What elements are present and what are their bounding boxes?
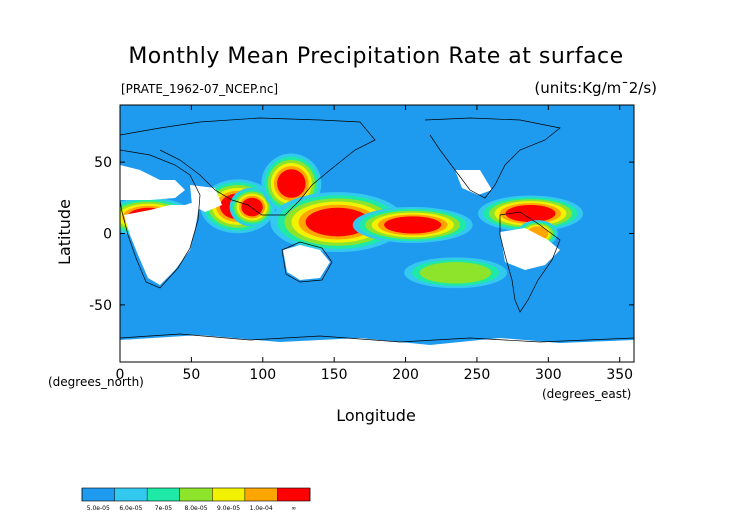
colorbar: [81, 487, 311, 502]
y-axis-ticks: 50 0 -50: [89, 155, 634, 314]
y-unit-label: (degrees_north): [48, 375, 144, 389]
colorbar-label: ∞: [291, 505, 297, 512]
x-tick-label: 150: [321, 367, 348, 383]
x-tick-label: 300: [535, 367, 562, 383]
australia-mask: [283, 245, 330, 280]
missing-data-mask: [120, 165, 634, 362]
y-tick-label: 50: [94, 155, 112, 171]
x-tick-label: 100: [249, 367, 276, 383]
coast-eurasia: [120, 117, 376, 216]
south-america-mask: [500, 228, 560, 270]
coast-south-america: [499, 211, 561, 313]
map-plot: 0 50 100 150 200 250 300 350 50 0 -50: [89, 104, 635, 383]
colorbar-swatch: [244, 488, 278, 501]
y-tick-label: 0: [103, 227, 112, 243]
mexico-mask: [455, 170, 492, 195]
y-axis-title: Latitude: [55, 199, 74, 265]
coast-africa: [120, 149, 201, 289]
colorbar-swatch: [147, 488, 180, 501]
colorbar-swatch: [114, 488, 148, 501]
x-tick-label: 200: [392, 367, 419, 383]
coast-antarctica: [120, 333, 634, 343]
precip-region-3-level-7: [277, 169, 306, 198]
x-tick-label: 250: [464, 367, 491, 383]
sahara-mask: [120, 165, 185, 200]
colorbar-swatch: [212, 488, 245, 501]
x-tick-label: 50: [182, 367, 200, 383]
source-file-label: [PRATE_1962-07_NCEP.nc]: [121, 82, 279, 96]
colorbar-label: 9.0e-05: [217, 505, 241, 512]
coast-north-america: [424, 117, 561, 199]
precip-region-5-level-7: [384, 216, 442, 234]
colorbar-label: 7e-05: [154, 505, 173, 512]
colorbar-label: 6.0e-05: [119, 505, 143, 512]
coastlines: [120, 117, 634, 343]
colorbar-swatch: [179, 488, 213, 501]
x-tick-label: 350: [606, 367, 633, 383]
antarctica-mask: [120, 335, 634, 362]
y-tick-label: -50: [89, 298, 112, 314]
coast-australia: [281, 241, 333, 283]
colorbar-label: 5.0e-05: [86, 505, 110, 512]
africa-mask: [124, 200, 200, 285]
colorbar-swatch: [82, 488, 115, 501]
colorbar-swatch: [277, 488, 310, 501]
units-label: (units:Kg/m¯2/s): [534, 79, 657, 97]
colorbar-label: 1.0e-04: [249, 505, 273, 512]
x-axis-ticks: 0 50 100 150 200 250 300 350: [116, 105, 633, 383]
x-unit-label: (degrees_east): [542, 387, 631, 401]
x-axis-title: Longitude: [336, 406, 416, 425]
x-tick-label: 0: [116, 367, 125, 383]
chart-title: Monthly Mean Precipitation Rate at surfa…: [128, 44, 624, 69]
colorbar-label: 8.0e-05: [184, 505, 208, 512]
precip-region-4-level-7: [305, 207, 370, 237]
precip-region-6-level-7: [505, 204, 556, 223]
precip-region-8-level-4: [419, 262, 492, 284]
